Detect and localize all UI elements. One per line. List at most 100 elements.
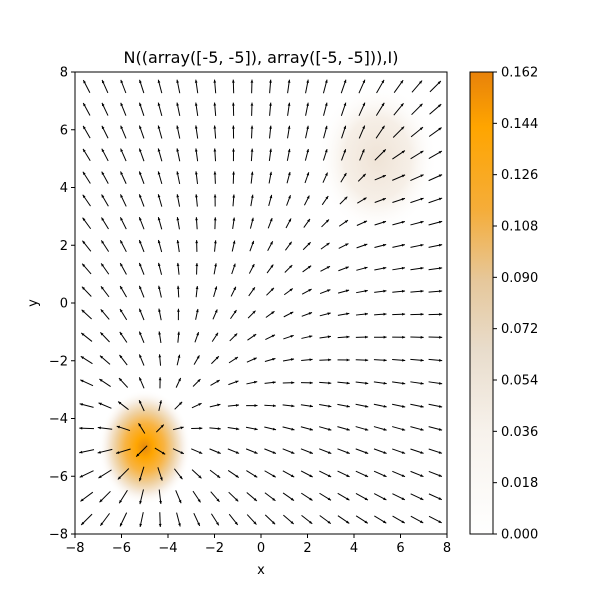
y-tick-label: 0 [60,297,68,312]
quiver-arrowhead [101,263,105,267]
quiver-arrowhead [176,102,180,106]
quiver-arrowhead [194,171,198,175]
quiver-arrowhead [345,289,350,293]
quiver-arrowhead [120,125,124,129]
quiver-arrowhead [159,477,163,481]
quiver-arrowhead [176,262,180,267]
quiver-arrowhead [253,498,257,502]
quiver-arrowhead [232,217,236,221]
quiver-arrowhead [438,220,443,224]
quiver-arrowhead [381,125,385,130]
quiver-arrowhead [195,309,199,313]
quiver-arrowhead [194,102,198,106]
quiver-arrowhead [157,262,161,267]
quiver-arrowhead [439,312,443,316]
quiver-arrowhead [420,335,424,339]
quiver-arrowhead [309,497,313,501]
quiver-arrowhead [157,148,161,152]
quiver-arrowhead [289,265,293,269]
x-tick-label: 2 [303,541,311,556]
colorbar-tick-label: 0.090 [501,271,538,286]
quiver-arrowhead [270,264,274,268]
quiver-arrowhead [178,377,181,382]
quiver-arrowhead [79,426,83,430]
quiver-arrowhead [420,358,424,362]
quiver-arrowhead [401,126,405,130]
quiver-arrowhead [401,428,406,431]
quiver-arrowhead [437,80,441,85]
y-tick-label: −8 [49,528,68,543]
x-tick-label: −8 [65,541,84,556]
quiver-arrowhead [213,102,217,106]
quiver-arrowhead [250,102,254,106]
quiver-arrowhead [401,289,406,293]
quiver-arrowhead [120,523,123,527]
quiver-arrowhead [157,79,161,83]
quiver-arrowhead [232,125,235,129]
quiver-arrowhead [327,520,331,524]
quiver-arrowhead [177,354,181,358]
quiver-arrowhead [139,79,142,84]
quiver-arrowhead [82,217,86,221]
quiver-arrowhead [401,497,405,500]
quiver-arrowhead [438,197,443,201]
quiver-arrowhead [383,312,387,316]
quiver-arrowhead [364,428,369,431]
quiver-arrowhead [306,125,309,130]
quiver-arrowhead [159,500,162,504]
quiver-arrowhead [120,194,124,198]
quiver-arrowhead [251,240,254,245]
quiver-arrowhead [343,172,347,177]
quiver-arrowhead [100,286,104,290]
x-tick-label: 6 [396,541,404,556]
quiver-arrowhead [250,125,254,129]
quiver-arrowhead [217,403,221,407]
colorbar-tick-label: 0.108 [501,220,538,235]
quiver-arrowhead [232,263,236,267]
quiver-arrowhead [328,381,332,385]
quiver-arrowhead [120,102,124,107]
colorbar-tick-label: 0.000 [501,528,538,543]
quiver-arrowhead [324,125,328,130]
quiver-arrowhead [364,266,368,270]
quiver-arrowhead [232,194,236,198]
quiver-arrowhead [382,175,386,178]
quiver-arrowhead [101,102,105,107]
quiver-arrowhead [365,335,369,339]
quiver-arrowhead [402,381,406,385]
quiver-arrowhead [401,266,405,270]
quiver-arrowhead [438,266,443,270]
quiver-arrowhead [402,358,406,362]
quiver-arrowhead [438,174,443,178]
colorbar-tick-label: 0.162 [501,66,538,81]
quiver-arrowhead [400,103,404,107]
quiver-arrowhead [83,103,86,107]
quiver-arrowhead [420,451,424,454]
quiver-arrowhead [291,451,295,454]
quiver-arrowhead [157,194,161,198]
quiver-arrowhead [401,174,406,178]
quiver-arrowhead [343,79,347,83]
quiver-arrowhead [328,404,332,408]
quiver-arrowhead [272,474,276,478]
colorbar-ticks: 0.000 0.018 0.036 0.054 0.072 0.090 0.108 0.126… [493,66,538,543]
quiver-arrowhead [269,218,273,222]
quiver-arrowhead [327,335,331,339]
quiver-arrowhead [119,331,123,336]
quiver-arrowhead [289,288,293,292]
quiver-arrowhead [439,335,443,339]
quiver-arrowhead [139,194,142,198]
quiver-arrowhead [364,289,368,293]
quiver-arrowhead [101,125,105,130]
quiver-arrowhead [382,243,387,247]
quiver-arrowhead [194,79,198,83]
quiver-arrowhead [213,79,217,83]
quiver-arrowhead [118,378,123,382]
quiver-arrowhead [365,404,369,408]
quiver-arrowhead [288,218,292,222]
quiver-arrowhead [420,243,424,247]
quiver-arrowhead [308,289,312,292]
quiver-arrowhead [420,404,424,408]
quiver-arrowhead [97,426,101,430]
quiver-arrowhead [119,500,123,504]
